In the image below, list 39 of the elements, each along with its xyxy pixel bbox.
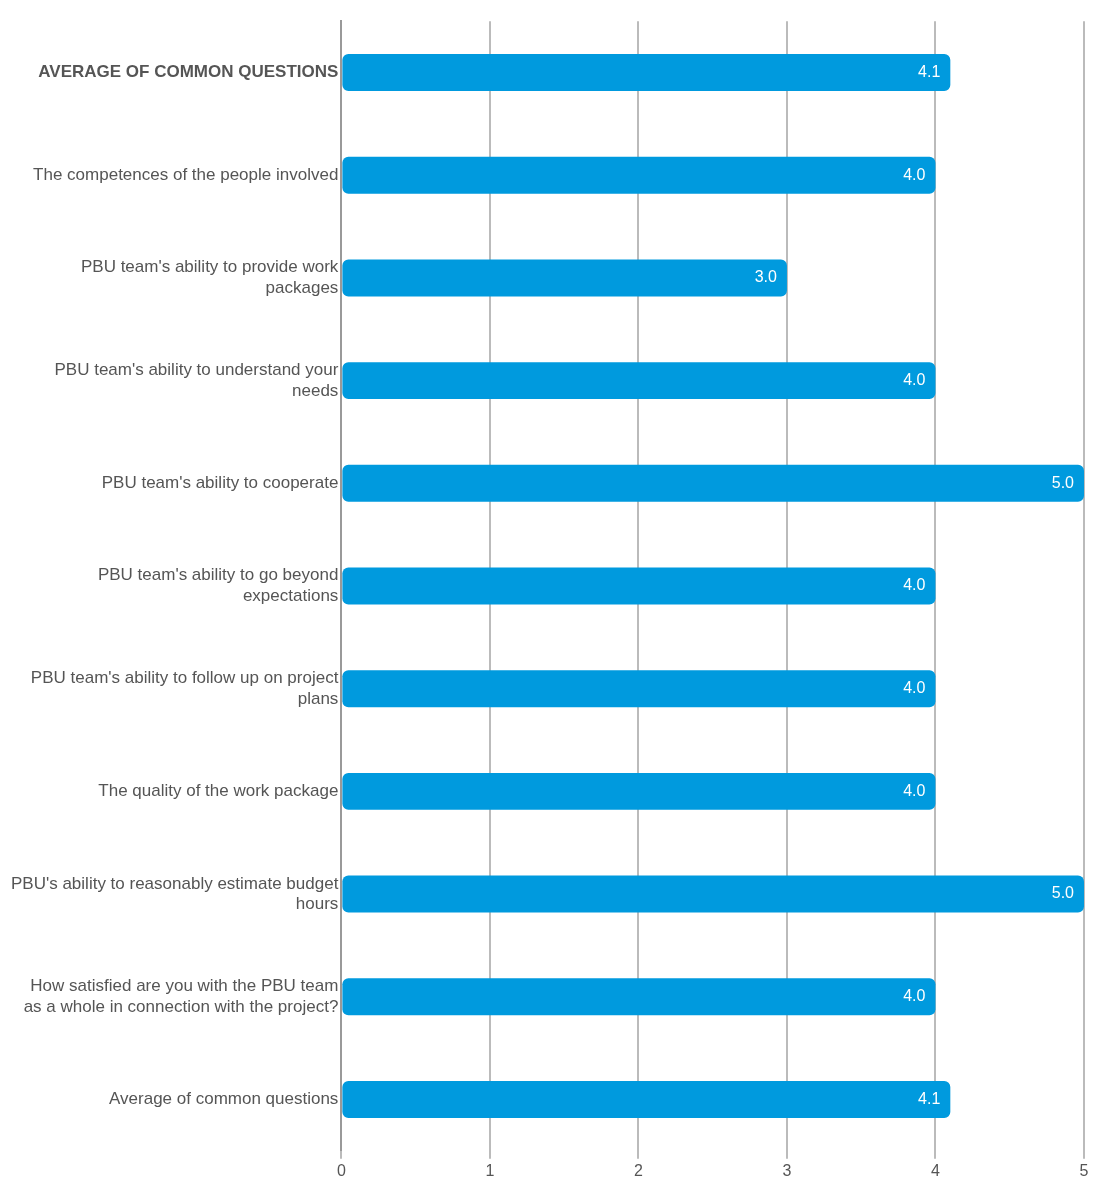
data-label: 5.0 (1051, 884, 1075, 902)
bar (342, 54, 951, 92)
bar (342, 362, 936, 400)
y-tick-label: PBU team's ability to cooperate (101, 473, 339, 492)
bar (342, 772, 936, 810)
y-tick-label: PBU team's ability to understand your needs (54, 360, 339, 400)
data-label: 4.1 (918, 62, 941, 80)
bar (342, 259, 787, 297)
data-label: 4.0 (903, 371, 926, 389)
x-tick-label: 1 (485, 1161, 495, 1179)
x-tick-label: 4 (931, 1161, 941, 1179)
y-tick-label: Average of common questions (109, 1089, 339, 1109)
y-tick-label: AVERAGE OF COMMON QUESTIONS (38, 62, 339, 82)
x-tick-label: 0 (336, 1161, 346, 1179)
data-label: 4.0 (903, 987, 926, 1005)
y-tick-label: The competences of the people involved (33, 164, 339, 184)
bar (342, 156, 936, 194)
x-tick-label: 5 (1079, 1161, 1089, 1179)
data-label: 3.0 (754, 268, 778, 286)
bar (342, 670, 936, 708)
bar (342, 567, 936, 605)
data-label: 5.0 (1051, 473, 1075, 491)
data-label: 4.0 (903, 576, 926, 594)
bar (342, 978, 936, 1016)
data-label: 4.1 (918, 1089, 941, 1107)
y-tick-label: PBU team's ability to follow up on project plans (30, 668, 339, 708)
data-label: 4.0 (903, 165, 926, 183)
y-tick-label: The quality of the work package (98, 781, 339, 801)
y-tick-label: How satisfied are you with the PBU team as a whole in connection with the project? (23, 976, 339, 1016)
x-tick-label: 3 (782, 1161, 792, 1179)
y-tick-label: PBU team's ability to provide work packages (80, 257, 339, 297)
bar (342, 1080, 951, 1118)
data-label: 4.0 (903, 679, 926, 697)
x-tick-label: 2 (633, 1161, 643, 1179)
data-label: 4.0 (903, 781, 926, 799)
y-tick-label: PBU's ability to reasonably estimate budget hours (10, 873, 339, 913)
bar (342, 875, 1084, 913)
y-tick-label: PBU team's ability to go beyond expectations (97, 565, 339, 605)
bar (342, 464, 1084, 502)
